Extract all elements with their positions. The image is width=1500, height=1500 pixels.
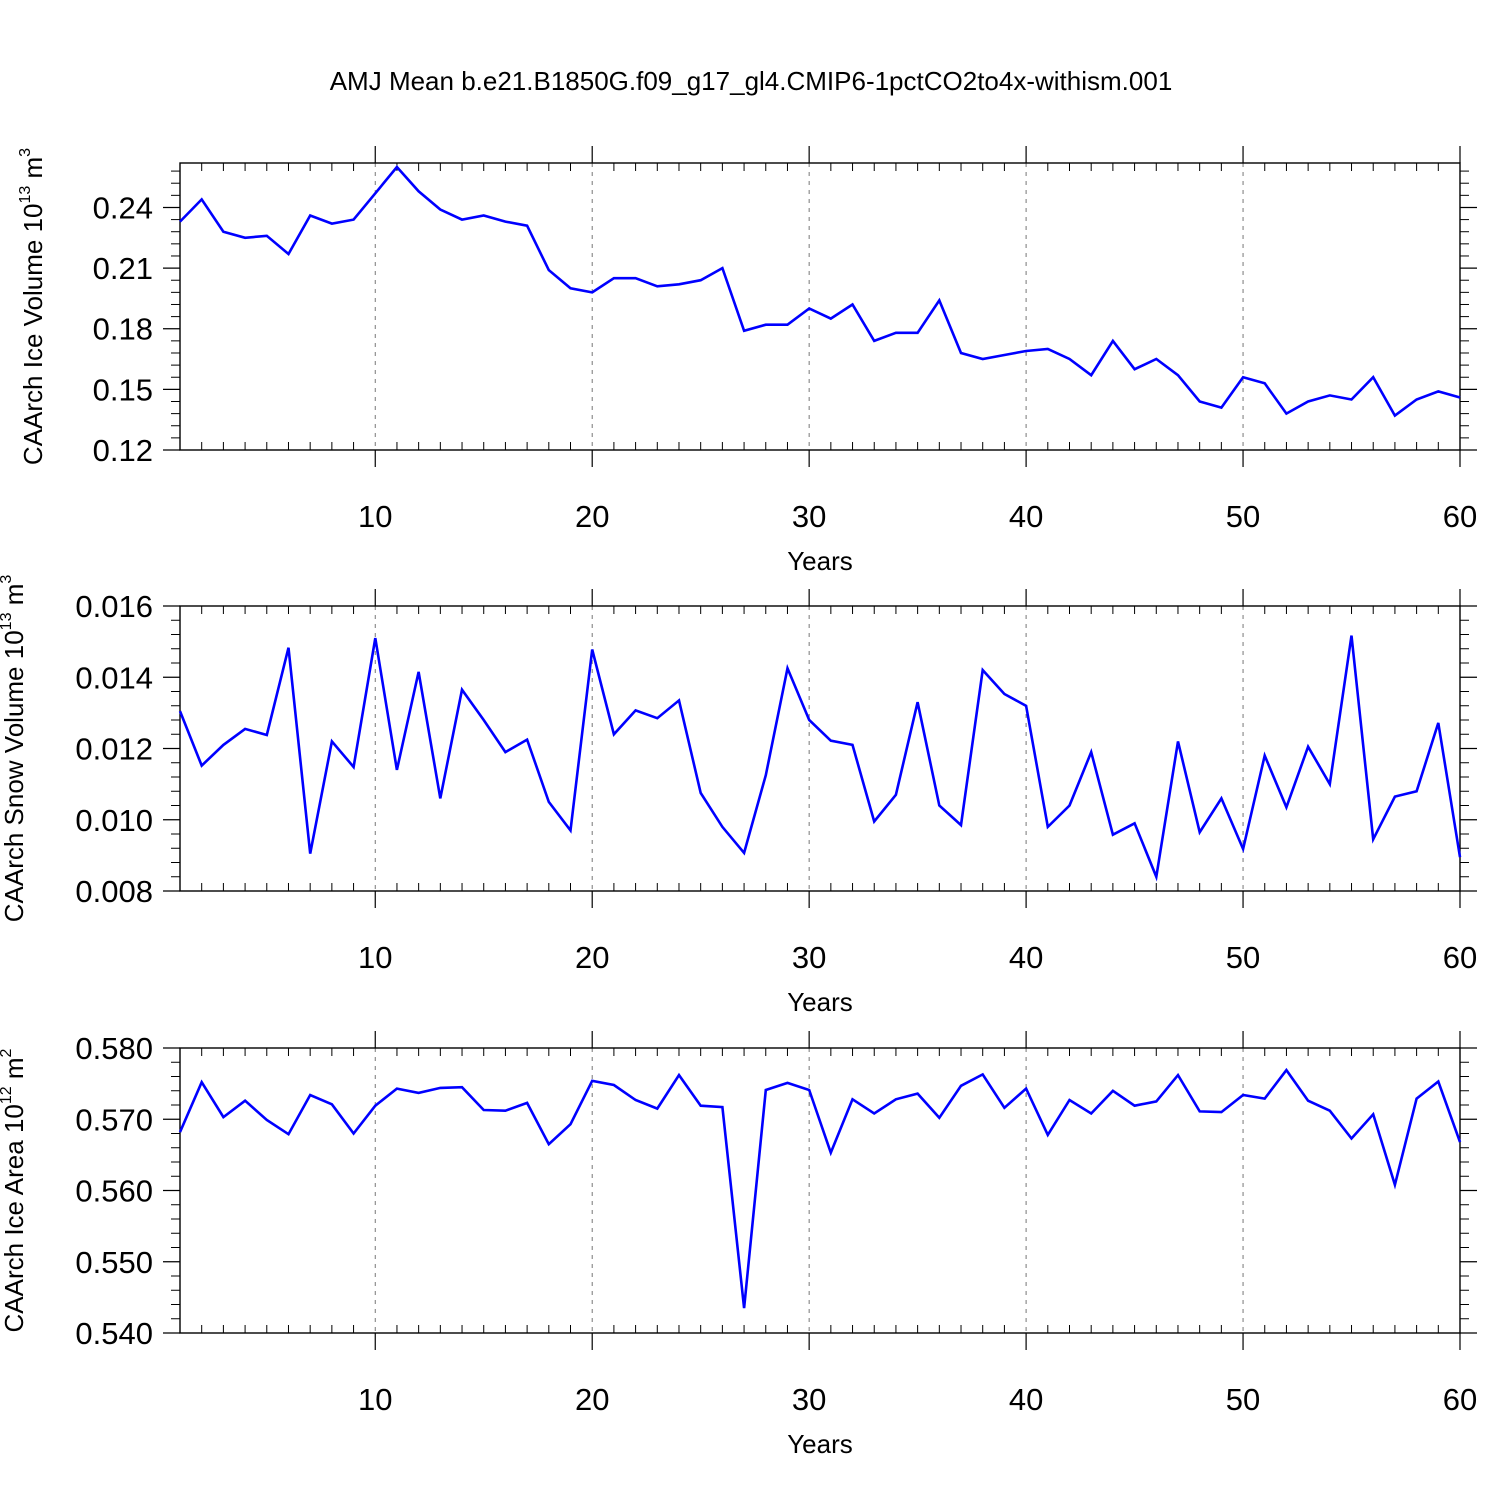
y-axis-title: CAArch Ice Area 1012 m2 <box>0 1048 29 1332</box>
x-tick-label: 20 <box>575 940 609 975</box>
x-tick-label: 10 <box>358 499 392 534</box>
x-tick-label: 60 <box>1443 499 1477 534</box>
x-tick-label: 60 <box>1443 1382 1477 1417</box>
series-line <box>178 635 1462 882</box>
plot-frame <box>179 162 1461 451</box>
x-axis-title: Years <box>787 1429 853 1459</box>
x-tick-label: 50 <box>1226 940 1260 975</box>
y-tick-label: 0.24 <box>93 190 153 225</box>
y-tick-label: 0.12 <box>93 433 153 468</box>
x-tick-label: 10 <box>358 1382 392 1417</box>
x-tick-label: 50 <box>1226 1382 1260 1417</box>
y-tick-label: 0.15 <box>93 372 153 407</box>
y-tick-label: 0.560 <box>75 1174 153 1209</box>
y-tick-label: 0.014 <box>75 660 153 695</box>
y-tick-label: 0.18 <box>93 312 153 347</box>
y-tick-label: 0.21 <box>93 251 153 286</box>
y-axis-title: CAArch Snow Volume 1013 m3 <box>0 575 29 923</box>
chart-title: AMJ Mean b.e21.B1850G.f09_g17_gl4.CMIP6-… <box>330 66 1173 96</box>
y-tick-label: 0.016 <box>75 589 153 624</box>
y-axis-title: CAArch Ice Volume 1013 m3 <box>17 148 48 465</box>
x-axis-title: Years <box>787 546 853 576</box>
panel-1: 10 20 30 40 50 60 0.12 0.15 0.18 0.21 0.24 Years CAA… <box>17 146 1477 576</box>
plot-frame <box>179 1047 1461 1334</box>
x-axis-title: Years <box>787 987 853 1017</box>
y-tick-label: 0.550 <box>75 1245 153 1280</box>
y-tick-label: 0.570 <box>75 1102 153 1137</box>
x-tick-label: 40 <box>1009 499 1043 534</box>
x-tick-label: 50 <box>1226 499 1260 534</box>
series-line <box>179 165 1461 418</box>
x-tick-label: 60 <box>1443 940 1477 975</box>
x-tick-label: 40 <box>1009 1382 1043 1417</box>
series-line <box>178 1067 1462 1309</box>
panel-3: 10 20 30 40 50 60 0.540 0.550 0.560 0.570 0.580 Yea… <box>0 1031 1477 1459</box>
y-tick-label: 0.008 <box>75 874 153 909</box>
plot-frame <box>179 605 1461 892</box>
x-tick-label: 20 <box>575 1382 609 1417</box>
x-tick-label: 10 <box>358 940 392 975</box>
x-tick-label: 30 <box>792 1382 826 1417</box>
x-tick-label: 20 <box>575 499 609 534</box>
y-tick-label: 0.540 <box>75 1316 153 1351</box>
panels: 10 20 30 40 50 60 0.12 0.15 0.18 0.21 0.24 Years CAA… <box>0 146 1477 1459</box>
x-tick-label: 40 <box>1009 940 1043 975</box>
y-tick-label: 0.012 <box>75 732 153 767</box>
x-tick-label: 30 <box>792 499 826 534</box>
x-tick-label: 30 <box>792 940 826 975</box>
panel-2: 10 20 30 40 50 60 0.008 0.010 0.012 0.014 0.016 Yea… <box>0 575 1477 1017</box>
y-tick-label: 0.010 <box>75 803 153 838</box>
y-tick-label: 0.580 <box>75 1031 153 1066</box>
